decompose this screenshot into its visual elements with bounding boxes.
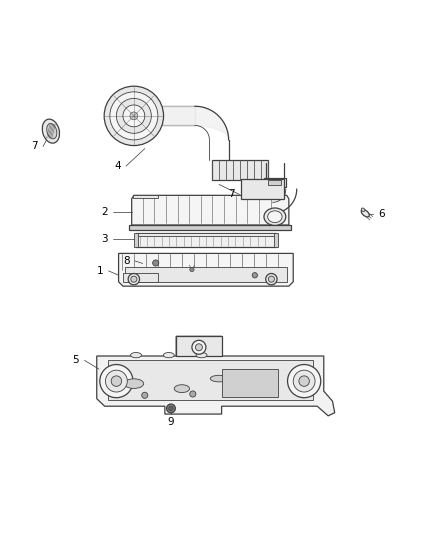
Circle shape (128, 273, 140, 285)
Bar (212, 159, 268, 181)
Text: 5: 5 (73, 356, 79, 365)
Circle shape (299, 376, 309, 386)
Circle shape (166, 404, 175, 413)
Circle shape (288, 365, 321, 398)
Text: 3: 3 (101, 235, 108, 245)
Circle shape (142, 392, 148, 398)
Ellipse shape (196, 352, 207, 358)
Circle shape (106, 370, 127, 392)
Circle shape (169, 406, 173, 410)
Ellipse shape (361, 208, 365, 212)
Polygon shape (97, 336, 335, 416)
Circle shape (130, 112, 138, 120)
Text: 6: 6 (378, 209, 385, 219)
Circle shape (195, 344, 202, 351)
Circle shape (190, 268, 194, 272)
Bar (241, 179, 285, 199)
Ellipse shape (163, 352, 174, 358)
Polygon shape (132, 195, 289, 225)
Circle shape (190, 391, 196, 397)
Circle shape (192, 340, 206, 354)
Bar (136, 233, 276, 236)
Bar (264, 178, 286, 188)
Circle shape (152, 260, 159, 266)
Bar (274, 233, 278, 247)
Bar (134, 233, 138, 247)
Text: 8: 8 (123, 256, 130, 266)
Bar (268, 180, 282, 185)
Circle shape (117, 99, 151, 133)
Ellipse shape (210, 375, 228, 382)
Circle shape (104, 86, 163, 146)
Ellipse shape (174, 385, 190, 393)
Bar (136, 233, 276, 247)
Ellipse shape (47, 124, 57, 139)
Ellipse shape (124, 379, 144, 389)
Circle shape (123, 105, 145, 127)
Bar (222, 369, 279, 397)
Bar (108, 360, 313, 400)
Ellipse shape (42, 119, 60, 143)
Circle shape (131, 276, 137, 282)
Polygon shape (133, 195, 158, 198)
Circle shape (110, 92, 158, 140)
Text: 2: 2 (101, 207, 108, 217)
Text: 7: 7 (228, 189, 234, 199)
Circle shape (266, 273, 277, 285)
Circle shape (252, 272, 258, 278)
Ellipse shape (268, 211, 282, 223)
Polygon shape (123, 273, 158, 282)
Ellipse shape (361, 209, 369, 217)
Ellipse shape (264, 208, 286, 225)
Ellipse shape (131, 352, 141, 358)
Circle shape (100, 365, 133, 398)
Circle shape (111, 376, 122, 386)
Text: 4: 4 (114, 161, 121, 171)
Circle shape (268, 276, 275, 282)
Text: 1: 1 (97, 266, 103, 276)
Bar (125, 266, 287, 282)
Bar (176, 336, 222, 356)
Bar (130, 224, 291, 230)
Polygon shape (119, 253, 293, 286)
Circle shape (293, 370, 315, 392)
Text: 9: 9 (168, 417, 174, 427)
Text: 7: 7 (31, 141, 38, 151)
